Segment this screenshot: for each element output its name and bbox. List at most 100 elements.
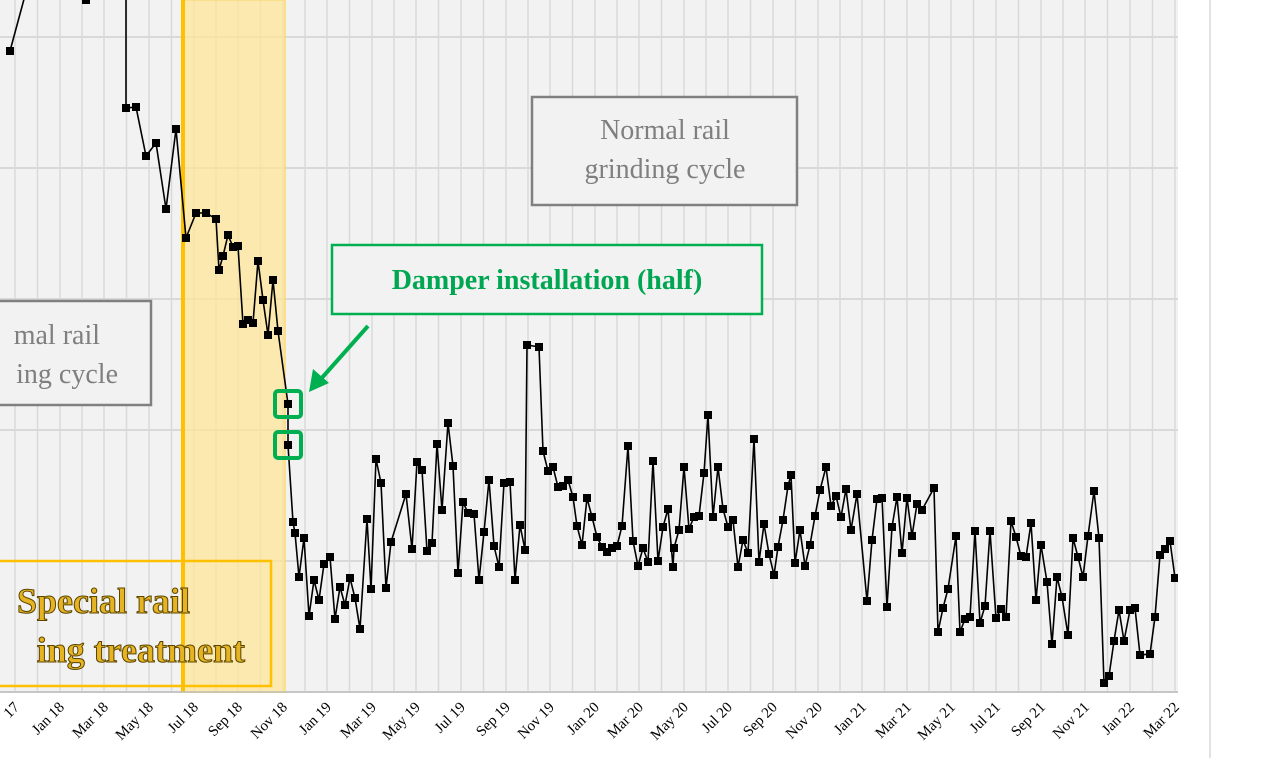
data-point bbox=[1126, 606, 1134, 614]
x-tick-label: Sep 20 bbox=[740, 700, 780, 740]
data-point bbox=[569, 493, 577, 501]
data-point bbox=[1079, 573, 1087, 581]
data-point bbox=[367, 585, 375, 593]
x-tick-label: May 21 bbox=[915, 700, 959, 744]
data-point bbox=[918, 506, 926, 514]
data-point bbox=[229, 243, 237, 251]
data-point bbox=[295, 573, 303, 581]
data-point bbox=[274, 327, 282, 335]
data-point bbox=[300, 534, 308, 542]
data-point bbox=[613, 542, 621, 550]
data-point bbox=[744, 549, 752, 557]
treatment-band bbox=[182, 0, 286, 693]
x-tick-label: Jul 18 bbox=[165, 700, 202, 737]
data-point bbox=[1048, 640, 1056, 648]
data-point bbox=[495, 563, 503, 571]
data-point bbox=[801, 562, 809, 570]
data-point bbox=[523, 341, 531, 349]
data-point bbox=[535, 343, 543, 351]
data-point bbox=[284, 441, 292, 449]
data-point bbox=[578, 541, 586, 549]
x-tick-label: Mar 20 bbox=[605, 700, 647, 742]
data-point bbox=[1171, 574, 1178, 582]
data-point bbox=[714, 463, 722, 471]
annotation-text: Damper installation (half) bbox=[392, 265, 703, 296]
data-point bbox=[331, 615, 339, 623]
data-point bbox=[219, 252, 227, 260]
data-point bbox=[1100, 679, 1108, 687]
data-point bbox=[320, 560, 328, 568]
highlight-box bbox=[273, 430, 303, 460]
data-point bbox=[305, 612, 313, 620]
data-point bbox=[1136, 651, 1144, 659]
data-point bbox=[182, 234, 190, 242]
data-point bbox=[1151, 613, 1159, 621]
data-point bbox=[162, 205, 170, 213]
data-point bbox=[259, 296, 267, 304]
data-point bbox=[822, 463, 830, 471]
data-point bbox=[719, 505, 727, 513]
x-tick-label: May 18 bbox=[113, 700, 157, 744]
data-point bbox=[787, 471, 795, 479]
data-point bbox=[1074, 553, 1082, 561]
data-point bbox=[669, 563, 677, 571]
x-tick-label: Mar 21 bbox=[873, 700, 915, 742]
data-point bbox=[485, 476, 493, 484]
data-point bbox=[402, 490, 410, 498]
data-point bbox=[842, 485, 850, 493]
data-point bbox=[832, 492, 840, 500]
data-point bbox=[544, 467, 552, 475]
data-point bbox=[709, 513, 717, 521]
data-point bbox=[122, 104, 130, 112]
data-point bbox=[346, 574, 354, 582]
data-point bbox=[1146, 650, 1154, 658]
annotation-text: Normal rail bbox=[600, 115, 730, 146]
annotation-text: grinding cycle bbox=[585, 154, 746, 185]
data-point bbox=[760, 520, 768, 528]
data-point bbox=[863, 597, 871, 605]
x-tick-label: 17 bbox=[1, 699, 23, 721]
x-tick-label: Nov 19 bbox=[515, 700, 558, 743]
data-point bbox=[490, 542, 498, 550]
x-tick-label: May 19 bbox=[380, 700, 424, 744]
data-point bbox=[254, 257, 262, 265]
data-point bbox=[559, 482, 567, 490]
x-tick-label: Sep 18 bbox=[205, 700, 245, 740]
data-point bbox=[1161, 545, 1169, 553]
data-point bbox=[382, 584, 390, 592]
data-point bbox=[853, 490, 861, 498]
data-point bbox=[377, 479, 385, 487]
data-point bbox=[464, 509, 472, 517]
data-point bbox=[363, 515, 371, 523]
x-tick-label: Nov 20 bbox=[783, 700, 826, 743]
data-point bbox=[770, 571, 778, 579]
data-point bbox=[1012, 533, 1020, 541]
x-tick-label: Jul 21 bbox=[967, 700, 1004, 737]
data-point bbox=[588, 513, 596, 521]
data-point bbox=[837, 513, 845, 521]
data-point bbox=[997, 605, 1005, 613]
data-point bbox=[608, 544, 616, 552]
data-point bbox=[1007, 517, 1015, 525]
data-point bbox=[700, 469, 708, 477]
data-point bbox=[816, 486, 824, 494]
data-point bbox=[952, 532, 960, 540]
data-point bbox=[408, 545, 416, 553]
data-point bbox=[981, 602, 989, 610]
data-point bbox=[454, 569, 462, 577]
data-point bbox=[624, 442, 632, 450]
data-point bbox=[1017, 552, 1025, 560]
data-point bbox=[1095, 534, 1103, 542]
data-point bbox=[132, 103, 140, 111]
data-point bbox=[729, 516, 737, 524]
data-point bbox=[554, 483, 562, 491]
data-point bbox=[1037, 541, 1045, 549]
data-point bbox=[341, 601, 349, 609]
data-point bbox=[539, 447, 547, 455]
data-point bbox=[903, 494, 911, 502]
data-point bbox=[944, 585, 952, 593]
data-point bbox=[291, 529, 299, 537]
data-point bbox=[1027, 519, 1035, 527]
x-tick-label: May 20 bbox=[648, 700, 692, 744]
data-point bbox=[351, 594, 359, 602]
